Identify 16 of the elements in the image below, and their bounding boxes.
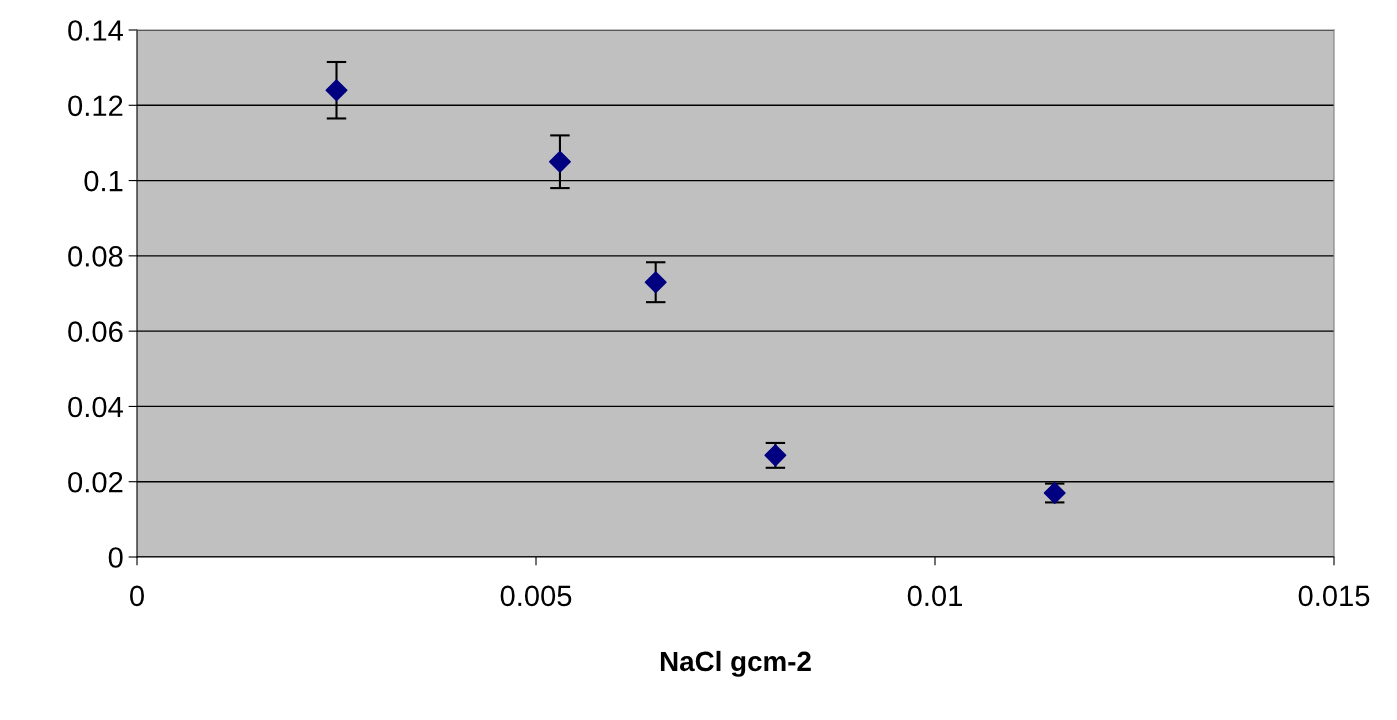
y-tick-label: 0 xyxy=(108,547,123,568)
y-tick-label: 0.12 xyxy=(68,95,123,117)
point xyxy=(644,271,667,294)
point xyxy=(325,79,348,102)
y-tick-label: 0.14 xyxy=(68,20,123,41)
y-tick-label: 0.1 xyxy=(84,170,123,192)
y-tick-label: 0.02 xyxy=(68,471,123,493)
x-tick-label: 0.005 xyxy=(500,585,572,607)
y-tick-label: 0.08 xyxy=(68,246,123,267)
x-axis-title: NaCl gcm-2 xyxy=(660,650,811,677)
x-tick-label: 0.015 xyxy=(1298,585,1370,607)
y-tick-label: 0.04 xyxy=(68,396,123,418)
y-tick-label: 0.06 xyxy=(68,321,123,342)
point xyxy=(548,150,571,173)
x-tick-label: 0.01 xyxy=(907,585,962,607)
x-tick-label: 0 xyxy=(130,585,144,607)
